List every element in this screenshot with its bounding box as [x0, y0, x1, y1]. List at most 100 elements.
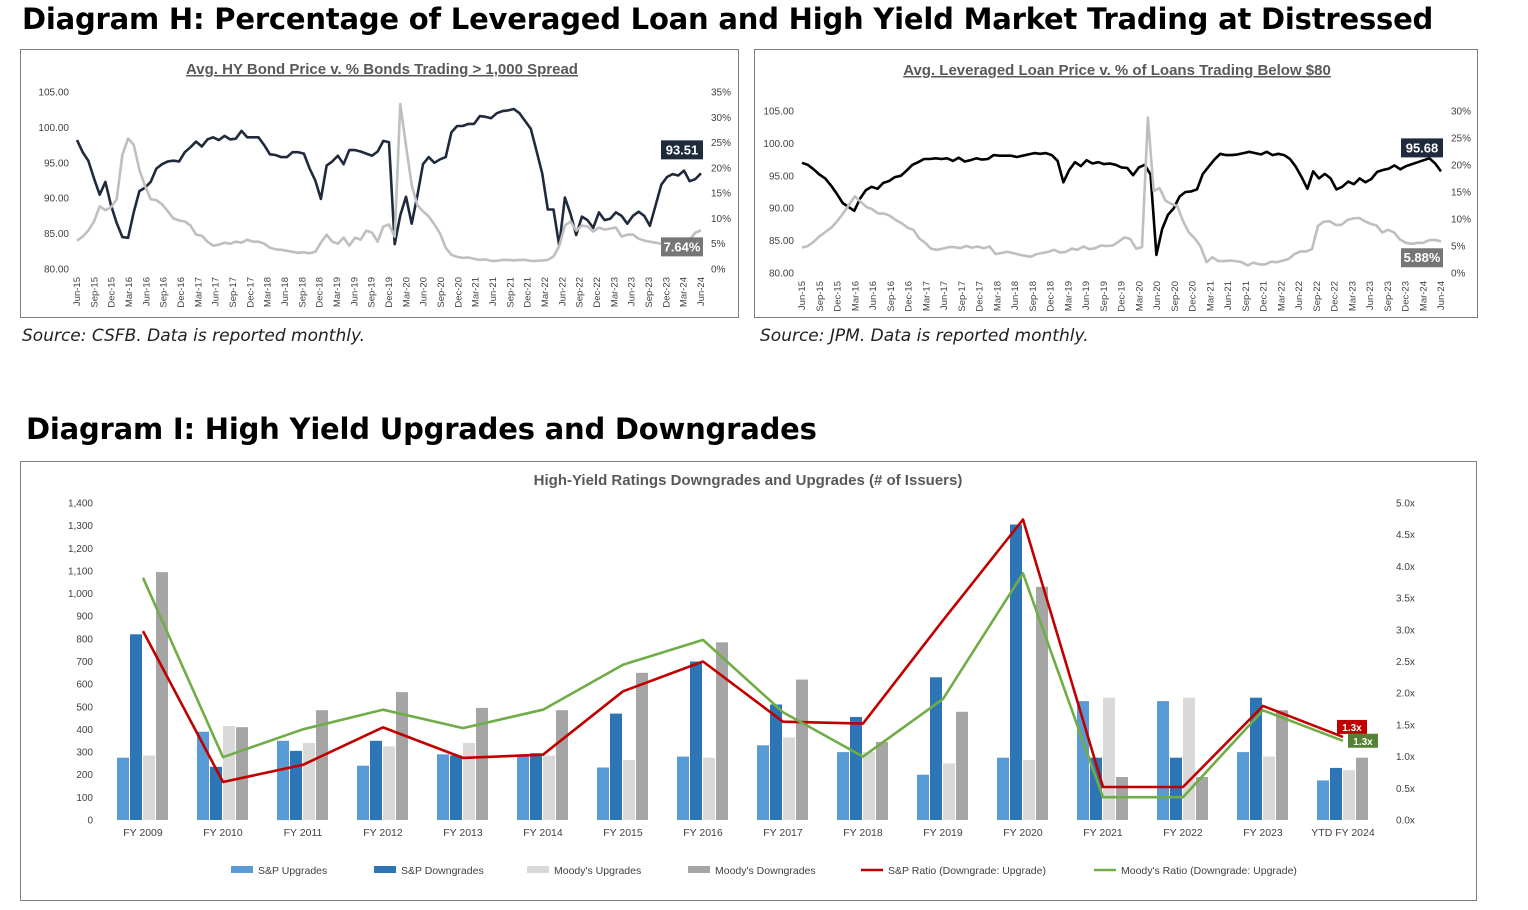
lev-loan-x-axis-tick: Dec-23	[1401, 281, 1412, 312]
bar-s-p-upgrades	[517, 755, 529, 820]
ratings-x-axis-tick: YTD FY 2024	[1311, 827, 1375, 839]
legend-label-moody-s-upgrades: Moody's Upgrades	[554, 865, 641, 877]
lev-loan-x-axis-tick: Dec-20	[1188, 281, 1199, 312]
moodys-ratio-callout-box	[1348, 733, 1378, 748]
bar-moody-s-upgrades	[943, 763, 955, 820]
hy-bond-x-axis-tick: Mar-24	[679, 277, 690, 307]
moodys-ratio-callout-label: 1.3x	[1353, 737, 1373, 748]
ratings-x-axis-tick: FY 2013	[443, 827, 483, 839]
hy-bond-callout-gray-box	[661, 237, 703, 257]
ratings-left-axis-tick: 900	[76, 612, 93, 623]
lev-loan-x-axis-tick: Jun-22	[1294, 281, 1305, 310]
hy-bond-price-chart: Avg. HY Bond Price v. % Bonds Trading > …	[38, 61, 731, 308]
bar-s-p-downgrades	[1010, 524, 1022, 820]
hy-bond-left-axis-tick: 80.00	[44, 265, 69, 276]
ratings-x-axis-tick: FY 2014	[523, 827, 563, 839]
legend-swatch-moody-s-downgrades	[688, 866, 710, 873]
lev-loan-x-axis-tick: Mar-20	[1134, 281, 1145, 311]
hy-bond-right-axis-tick: 0%	[711, 265, 726, 276]
lev-loan-x-axis-tick: Sep-22	[1312, 281, 1323, 312]
bar-s-p-downgrades	[530, 753, 542, 820]
bar-moody-s-upgrades	[463, 743, 475, 820]
bar-moody-s-downgrades	[716, 642, 728, 820]
hy-bond-x-axis-tick: Sep-23	[644, 277, 655, 308]
hy-bond-x-axis-tick: Mar-20	[401, 277, 412, 307]
lev-loan-x-axis-tick: Jun-16	[868, 281, 879, 310]
hy-bond-x-axis-tick: Dec-16	[176, 277, 187, 308]
ratings-right-axis-tick: 1.5x	[1396, 720, 1415, 731]
lev-loan-right-axis-tick: 30%	[1451, 107, 1471, 118]
bar-moody-s-downgrades	[1036, 586, 1048, 820]
ratings-left-axis-tick: 700	[76, 657, 93, 668]
bar-s-p-upgrades	[277, 740, 289, 821]
lev-loan-x-axis-tick: Mar-18	[992, 281, 1003, 311]
hy-bond-x-axis-tick: Dec-19	[384, 277, 395, 308]
bar-moody-s-downgrades	[476, 707, 488, 820]
bar-s-p-downgrades	[450, 755, 462, 820]
hy-bond-x-axis-tick: Dec-18	[315, 277, 326, 308]
legend-label-s-p-ratio-downgrade-upgrade: S&P Ratio (Downgrade: Upgrade)	[888, 865, 1046, 877]
lev-loan-callout-black-box	[1401, 138, 1443, 158]
ratings-right-axis-tick: 3.5x	[1396, 594, 1415, 605]
lev-loan-right-axis-tick: 25%	[1451, 134, 1471, 145]
lev-loan-x-axis-tick: Sep-18	[1028, 281, 1039, 312]
lev-loan-x-axis-tick: Sep-19	[1099, 281, 1110, 312]
hy-bond-x-axis-tick: Jun-18	[280, 277, 291, 306]
hy-bond-right-axis-tick: 35%	[711, 88, 731, 99]
hy-bond-right-axis-tick: 15%	[711, 189, 731, 200]
bar-s-p-downgrades	[1330, 767, 1342, 820]
bar-moody-s-downgrades	[316, 710, 328, 820]
bar-s-p-upgrades	[1317, 780, 1329, 820]
ratings-right-axis-tick: 3.0x	[1396, 625, 1415, 636]
hy-bond-right-axis-tick: 20%	[711, 163, 731, 174]
lev-loan-x-axis-tick: Dec-17	[975, 281, 986, 312]
lev-loan-x-axis-tick: Dec-18	[1046, 281, 1057, 312]
hy-bond-x-axis-tick: Dec-20	[453, 277, 464, 308]
lev-loan-left-axis-tick: 100.00	[763, 139, 794, 150]
lev-loan-x-axis-tick: Mar-24	[1418, 281, 1429, 311]
ratings-right-axis-tick: 5.0x	[1396, 499, 1415, 510]
ratings-left-axis-tick: 1,300	[68, 521, 93, 532]
lev-loan-x-axis-tick: Sep-23	[1383, 281, 1394, 312]
bar-moody-s-downgrades	[796, 679, 808, 820]
lev-loan-x-axis-tick: Mar-16	[850, 281, 861, 311]
bar-s-p-downgrades	[130, 634, 142, 820]
ratings-left-axis-tick: 800	[76, 634, 93, 645]
ratings-right-axis-tick: 0.0x	[1396, 816, 1415, 827]
bar-s-p-upgrades	[437, 754, 449, 820]
source-note-right: Source: JPM. Data is reported monthly.	[760, 326, 1089, 346]
hy-bond-chart-panel: Avg. HY Bond Price v. % Bonds Trading > …	[20, 49, 739, 318]
hy-bond-x-axis-tick: Jun-23	[627, 277, 638, 306]
bar-s-p-upgrades	[757, 745, 769, 820]
bar-s-p-downgrades	[770, 704, 782, 820]
ratings-left-axis-tick: 300	[76, 748, 93, 759]
lev-loan-x-axis-tick: Jun-23	[1365, 281, 1376, 310]
hy-bond-x-axis-tick: Sep-18	[297, 277, 308, 308]
lev-loan-x-axis-tick: Jun-21	[1223, 281, 1234, 310]
bar-s-p-downgrades	[1170, 757, 1182, 820]
ratings-left-axis-tick: 200	[76, 770, 93, 781]
leveraged-loan-price-chart: Avg. Leveraged Loan Price v. % of Loans …	[763, 62, 1471, 312]
lev-loan-x-axis-tick: Jun-24	[1436, 281, 1447, 310]
hy-bond-x-axis-tick: Dec-17	[245, 277, 256, 308]
lev-loan-x-axis-tick: Dec-22	[1330, 281, 1341, 312]
bar-s-p-upgrades	[837, 752, 849, 820]
ratings-x-axis-tick: FY 2021	[1083, 827, 1123, 839]
hy-bond-x-axis-tick: Jun-21	[488, 277, 499, 306]
hy-bond-left-axis-tick: 100.00	[38, 123, 69, 134]
bar-moody-s-upgrades	[1183, 697, 1195, 820]
legend-label-moody-s-downgrades: Moody's Downgrades	[715, 865, 816, 877]
hy-bond-right-axis-tick: 10%	[711, 214, 731, 225]
hy-bond-x-axis-tick: Dec-22	[592, 277, 603, 308]
hy-bond-x-axis-tick: Mar-22	[540, 277, 551, 307]
hy-bond-x-axis-tick: Jun-19	[349, 277, 360, 306]
bar-moody-s-downgrades	[1276, 710, 1288, 820]
ratings-upgrades-downgrades-chart: High-Yield Ratings Downgrades and Upgrad…	[68, 472, 1415, 877]
lev-loan-x-axis-tick: Jun-18	[1010, 281, 1021, 310]
lev-loan-x-axis-tick: Mar-17	[921, 281, 932, 311]
lev-loan-x-axis-tick: Mar-23	[1347, 281, 1358, 311]
bar-moody-s-upgrades	[703, 757, 715, 820]
lev-loan-left-axis-tick: 105.00	[763, 107, 794, 118]
lev-loan-right-axis-tick: 5%	[1451, 242, 1466, 253]
lev-loan-right-axis-tick: 10%	[1451, 215, 1471, 226]
